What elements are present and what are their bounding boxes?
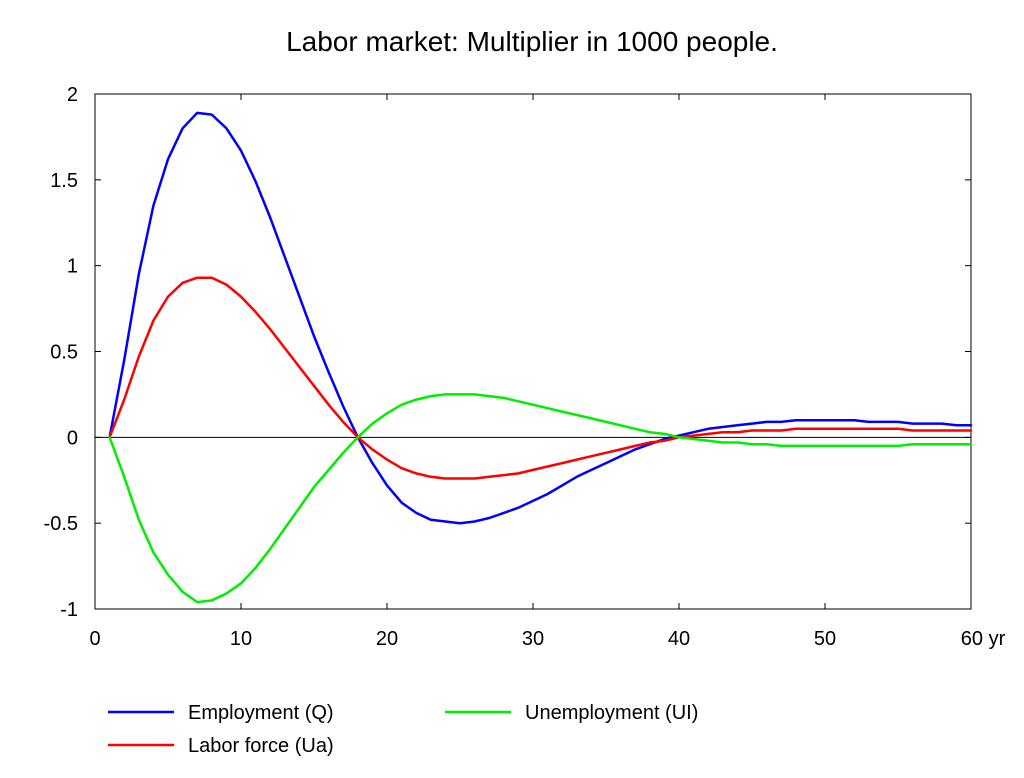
x-tick-label: 20 [376, 628, 398, 650]
series-line-2 [108, 276, 973, 480]
x-tick-label: 10 [230, 628, 252, 650]
y-tick-label: 2 [67, 84, 78, 106]
legend-label-1: Employment (Q) [188, 702, 334, 724]
x-tick-label: 30 [522, 628, 544, 650]
legend-label-2: Labor force (Ua) [188, 735, 334, 757]
legend-label-3: Unemployment (UI) [525, 702, 698, 724]
x-tick-label: 60 yr [961, 628, 1006, 650]
y-tick-label: 1 [67, 256, 78, 278]
chart-title: Labor market: Multiplier in 1000 people. [286, 26, 778, 57]
x-tick-label: 0 [89, 628, 100, 650]
y-tick-label: -0.5 [44, 513, 78, 535]
plot-border [94, 93, 972, 610]
legend: Employment (Q) Labor force (Ua) Unemployme… [108, 702, 698, 757]
y-tick-label: -1 [60, 599, 78, 621]
plot-frame [94, 93, 972, 610]
series-line-1 [108, 111, 973, 525]
x-tick-label: 50 [814, 628, 836, 650]
y-tick-label: 0.5 [50, 342, 78, 364]
axis-ticks: 0 10 20 30 40 50 60 yr -1 -0.5 0 0.5 1 1.5 2 [44, 84, 1006, 650]
series-lines [108, 111, 973, 604]
y-tick-label: 1.5 [50, 170, 78, 192]
y-tick-label: 0 [67, 427, 78, 449]
series-line-3 [108, 393, 973, 604]
x-tick-label: 40 [668, 628, 690, 650]
